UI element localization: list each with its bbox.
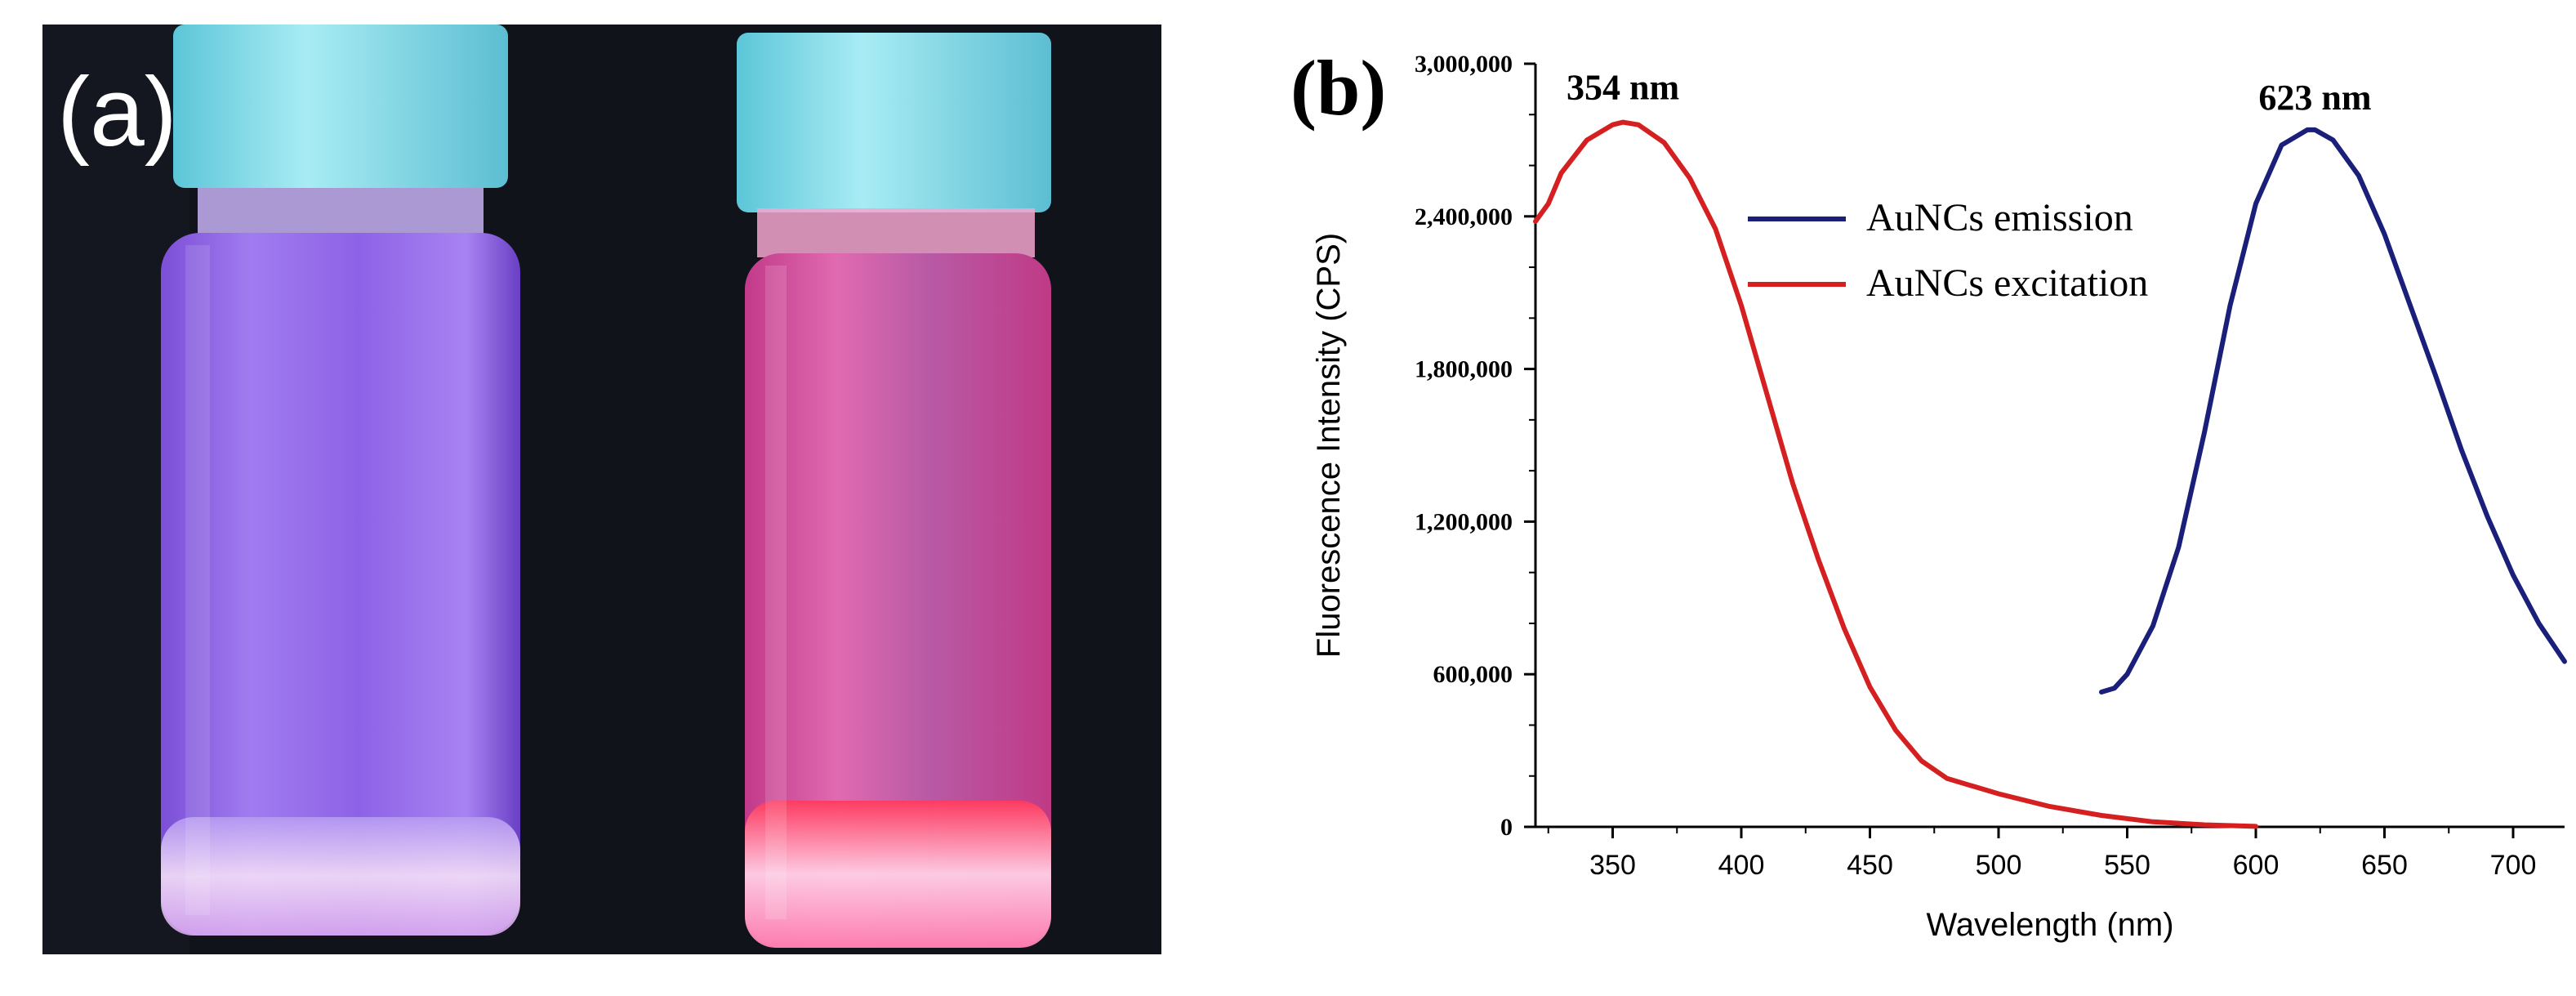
chart-axes: 350 400 450 500 550 600 650 700 0 600,000 1,200,00… — [1415, 51, 2565, 881]
chart-legend: AuNCs emission AuNCs excitation — [1748, 196, 2148, 305]
y-tick-label: 3,000,000 — [1415, 51, 1513, 78]
right-vial-liquid — [745, 253, 1051, 948]
right-vial-cap — [737, 33, 1051, 212]
panel-a-label: (a) — [57, 57, 177, 167]
peak-annotation: 354 nm — [1567, 68, 1679, 108]
panel-b-label: (b) — [1290, 44, 1386, 132]
x-tick-label: 350 — [1589, 850, 1636, 881]
x-tick-label: 600 — [2233, 850, 2280, 881]
series-line-auncs-excitation — [1533, 119, 2258, 829]
x-axis-label: Wavelength (nm) — [1926, 907, 2173, 943]
peak-annotation: 623 nm — [2258, 78, 2371, 118]
vial-photo: (a) — [42, 25, 1161, 954]
vial-photo-panel: (a) — [42, 25, 1161, 954]
y-tick-label: 1,200,000 — [1415, 508, 1513, 535]
x-tick-label: 650 — [2361, 850, 2408, 881]
chart-annotations: 354 nm 623 nm — [1567, 68, 2371, 118]
left-vial-cap — [173, 25, 508, 188]
x-tick-label: 550 — [2104, 850, 2150, 881]
right-vial — [737, 33, 1051, 948]
x-tick-label: 700 — [2490, 850, 2537, 881]
legend-label-auncs-excitation: AuNCs excitation — [1866, 261, 2148, 305]
y-tick-label: 1,800,000 — [1415, 356, 1513, 383]
y-axis-label: Fluorescence Intensity (CPS) — [1311, 233, 1347, 658]
left-vial — [161, 25, 520, 936]
y-tick-label: 2,400,000 — [1415, 203, 1513, 230]
y-tick-label: 0 — [1500, 814, 1513, 841]
series-line-auncs-emission — [2099, 127, 2567, 695]
x-tick-label: 500 — [1976, 850, 2022, 881]
legend-label-auncs-emission: AuNCs emission — [1866, 196, 2133, 239]
x-tick-label: 450 — [1847, 850, 1893, 881]
x-tick-label: 400 — [1718, 850, 1765, 881]
left-vial-liquid — [161, 233, 520, 936]
chart-series — [1533, 119, 2567, 829]
y-tick-label: 600,000 — [1433, 661, 1513, 688]
